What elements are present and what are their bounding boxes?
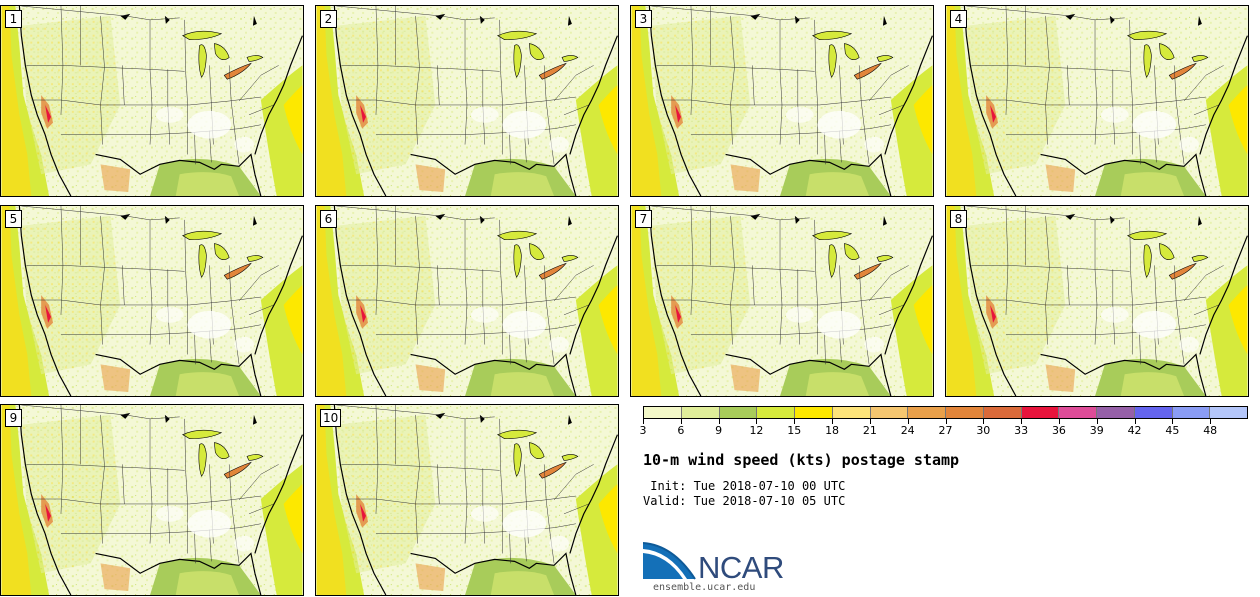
colorbar-tick: [1134, 419, 1136, 424]
colorbar-segment: [719, 407, 758, 418]
colorbar-tick: [794, 419, 796, 424]
map-image: [631, 6, 933, 196]
init-time: Init: Tue 2018-07-10 00 UTC: [643, 479, 846, 493]
colorbar-tick-label: 45: [1165, 424, 1180, 437]
panel-label: 7: [635, 210, 652, 228]
map-panel-2: 2: [315, 5, 619, 197]
colorbar-segment: [795, 407, 833, 418]
colorbar-segment: [1172, 407, 1211, 418]
colorbar-tick-label: 42: [1127, 424, 1142, 437]
colorbar-tick-label: 48: [1203, 424, 1218, 437]
colorbar-segment: [870, 407, 909, 418]
colorbar-tick: [718, 419, 720, 424]
colorbar-tick: [1172, 419, 1174, 424]
page-title: 10-m wind speed (kts) postage stamp: [643, 451, 960, 469]
colorbar-tick: [1021, 419, 1023, 424]
colorbar-tick-label: 27: [938, 424, 953, 437]
colorbar-segment: [757, 407, 795, 418]
colorbar-tick-label: 12: [749, 424, 764, 437]
colorbar-tick-label: 6: [677, 424, 685, 437]
panel-label: 9: [5, 409, 22, 427]
colorbar-segment: [1059, 407, 1097, 418]
colorbar-tick: [983, 419, 985, 424]
map-panel-8: 8: [945, 205, 1249, 397]
colorbar-tick: [680, 419, 682, 424]
panel-label: 2: [320, 10, 337, 28]
map-panel-4: 4: [945, 5, 1249, 197]
map-image: [316, 206, 618, 396]
colorbar-tick-label: 15: [787, 424, 802, 437]
colorbar-tick: [1058, 419, 1060, 424]
map-image: [946, 206, 1248, 396]
map-panel-1: 1: [0, 5, 304, 197]
colorbar-tick: [643, 419, 644, 424]
map-panel-3: 3: [630, 5, 934, 197]
map-panel-7: 7: [630, 205, 934, 397]
colorbar-segment: [832, 407, 871, 418]
panel-label: 6: [320, 210, 337, 228]
panel-label: 8: [950, 210, 967, 228]
colorbar-tick-label: 9: [715, 424, 723, 437]
map-image: [1, 206, 303, 396]
colorbar-segment: [983, 407, 1022, 418]
panel-label: 3: [635, 10, 652, 28]
colorbar-tick: [832, 419, 834, 424]
valid-time: Valid: Tue 2018-07-10 05 UTC: [643, 494, 846, 508]
colorbar-tick-label: 21: [862, 424, 877, 437]
colorbar-tick: [945, 419, 947, 424]
panel-label: 1: [5, 10, 22, 28]
colorbar-tick-label: 24: [900, 424, 915, 437]
logo-text: NCAR: [698, 550, 784, 585]
map-image: [316, 6, 618, 196]
panel-label: 10: [320, 409, 342, 427]
colorbar-segment: [1210, 407, 1247, 418]
colorbar-segment: [1097, 407, 1135, 418]
colorbar-tick: [1210, 419, 1212, 424]
colorbar-tick-label: 30: [976, 424, 991, 437]
map-image: [1, 6, 303, 196]
colorbar-segment: [681, 407, 720, 418]
map-image: [946, 6, 1248, 196]
colorbar-tick: [756, 419, 758, 424]
map-image: [316, 405, 618, 595]
ensemble-url: ensemble.ucar.edu: [653, 582, 756, 593]
colorbar: [643, 406, 1248, 419]
colorbar-tick-label: 18: [825, 424, 840, 437]
map-image: [1, 405, 303, 595]
ncar-logo-icon: [643, 542, 696, 580]
map-panel-5: 5: [0, 205, 304, 397]
colorbar-tick: [869, 419, 871, 424]
colorbar-tick-label: 36: [1051, 424, 1066, 437]
colorbar-segment: [908, 407, 946, 418]
map-image: [631, 206, 933, 396]
panel-label: 5: [5, 210, 22, 228]
map-panel-9: 9: [0, 404, 304, 596]
map-panel-10: 10: [315, 404, 619, 596]
colorbar-segment: [644, 407, 682, 418]
panel-label: 4: [950, 10, 967, 28]
colorbar-segment: [1021, 407, 1060, 418]
colorbar-segment: [946, 407, 984, 418]
colorbar-tick-label: 33: [1014, 424, 1029, 437]
colorbar-segment: [1134, 407, 1173, 418]
colorbar-tick: [907, 419, 909, 424]
colorbar-tick-label: 39: [1089, 424, 1104, 437]
map-panel-6: 6: [315, 205, 619, 397]
colorbar-tick-label: 3: [639, 424, 647, 437]
colorbar-ticks: 3 6 9 12 15 18 21 24 27 30 33 36 39 42 45 48: [639, 419, 1248, 439]
colorbar-tick: [1096, 419, 1098, 424]
